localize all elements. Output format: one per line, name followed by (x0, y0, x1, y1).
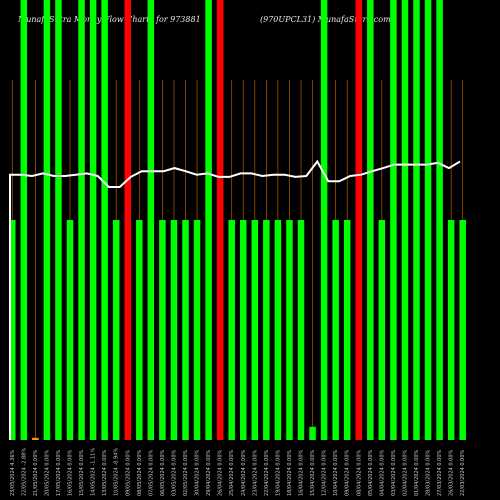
bar (89, 0, 97, 440)
x-tick-label: 18/04/2024 0.00% (287, 449, 293, 496)
x-tick-label: 23/05/2024 4.36% (10, 449, 16, 496)
bar (182, 220, 189, 440)
bar (447, 220, 455, 440)
x-tick-label: 09/04/2024 0.00% (345, 449, 351, 496)
bar (136, 220, 143, 440)
x-tick-label: 06/05/2024 0.00% (160, 449, 166, 496)
x-tick-label: 12/04/2024 0.00% (322, 449, 328, 496)
x-tick-label: 08/05/2024 0.00% (137, 449, 143, 496)
bar (343, 220, 351, 440)
bar (147, 0, 155, 440)
x-tick-label: 15/04/2024 0.00% (310, 449, 316, 496)
bar (66, 220, 74, 440)
bar (378, 220, 386, 440)
bar (78, 0, 85, 440)
x-tick-label: 25/04/2024 0.00% (229, 449, 235, 496)
x-tick-label: 22/04/2024 0.00% (264, 449, 270, 496)
x-tick-label: 24/04/2024 0.00% (241, 449, 247, 496)
bar (9, 220, 16, 440)
bar (424, 0, 432, 440)
x-tick-label: 05/04/2024 0.00% (368, 449, 374, 496)
x-tick-label: 04/04/2024 0.00% (379, 449, 385, 496)
x-tick-label: 19/04/2024 0.00% (275, 449, 281, 496)
bar (240, 220, 247, 440)
bar (367, 0, 374, 440)
x-tick-label: 22/03/2024 0.00% (460, 449, 466, 496)
bar (55, 0, 62, 440)
bar (274, 220, 282, 440)
x-tick-label: 09/05/2024 0.00% (125, 449, 131, 496)
x-tick-label: 15/05/2024 0.00% (79, 449, 85, 496)
x-tick-label: 16/05/2024 0.00% (68, 449, 74, 496)
x-tick-label: 10/05/2024 -0.94% (114, 448, 120, 496)
bar (413, 0, 420, 440)
bar (320, 0, 328, 440)
chart-title-left: MunafaSutra Money Flow Charts for 973881 (18, 15, 201, 24)
bar (170, 220, 178, 440)
bar (390, 0, 397, 440)
x-tick-label: 01/04/2024 0.00% (414, 449, 420, 496)
bar (286, 220, 293, 440)
bar (355, 0, 362, 440)
bar (251, 220, 259, 440)
bar (20, 0, 28, 440)
x-tick-label: 20/05/2024 0.00% (44, 449, 50, 496)
x-tick-label: 22/05/2024 -2.88% (21, 448, 27, 496)
x-tick-label: 26/04/2024 0.00% (218, 449, 224, 496)
x-tick-label: 16/04/2024 0.00% (299, 449, 305, 496)
bar (159, 220, 166, 440)
x-tick-label: 30/04/2024 0.00% (195, 449, 201, 496)
bar (263, 220, 270, 440)
x-tick-label: 03/04/2024 0.00% (391, 449, 397, 496)
bar (401, 0, 409, 440)
x-tick-label: 23/04/2024 0.00% (252, 449, 258, 496)
x-tick-label: 13/05/2024 0.00% (102, 449, 108, 496)
x-tick-label: 17/05/2024 0.00% (56, 449, 62, 496)
x-tick-label: 28/03/2024 0.00% (426, 449, 432, 496)
x-tick-label: 02/04/2024 0.00% (402, 449, 408, 496)
bar (32, 437, 39, 440)
bar (124, 0, 131, 440)
x-tick-label: 26/03/2024 0.00% (449, 449, 455, 496)
x-tick-label: 07/05/2024 0.00% (148, 449, 154, 496)
bar (436, 0, 443, 440)
x-tick-label: 27/03/2024 0.00% (437, 449, 443, 496)
x-tick-label: 21/05/2024 0.00% (33, 449, 39, 496)
money-flow-line (9, 159, 461, 440)
bar (297, 220, 305, 440)
x-tick-label: 29/04/2024 0.00% (206, 449, 212, 496)
bar (205, 0, 212, 440)
x-tick-label: 10/04/2024 0.00% (333, 449, 339, 496)
bar (459, 220, 466, 440)
bar (43, 0, 51, 440)
bar (228, 220, 235, 440)
x-tick-label: 03/05/2024 0.00% (171, 449, 177, 496)
bar (216, 0, 224, 440)
bar (112, 220, 120, 440)
bar (309, 426, 316, 440)
x-tick-label: 14/05/2024 -1.11% (91, 448, 97, 496)
bar (193, 220, 201, 440)
x-tick-label: 02/05/2024 0.00% (183, 449, 189, 496)
bar (332, 220, 339, 440)
bar (101, 0, 108, 440)
x-tick-label: 08/04/2024 0.00% (356, 449, 362, 496)
